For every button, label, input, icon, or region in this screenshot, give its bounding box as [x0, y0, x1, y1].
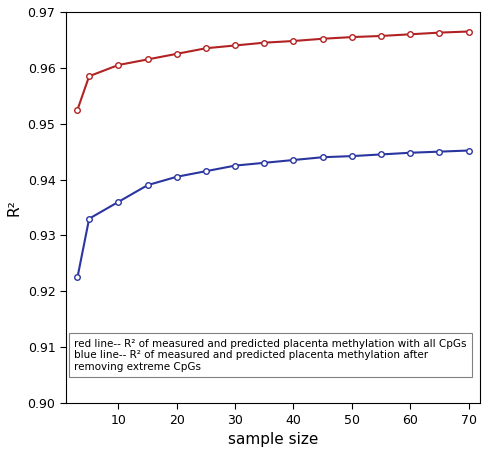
X-axis label: sample size: sample size: [228, 432, 318, 447]
Y-axis label: R²: R²: [7, 199, 22, 216]
Text: red line-- R² of measured and predicted placenta methylation with all CpGs
blue : red line-- R² of measured and predicted …: [74, 339, 466, 372]
